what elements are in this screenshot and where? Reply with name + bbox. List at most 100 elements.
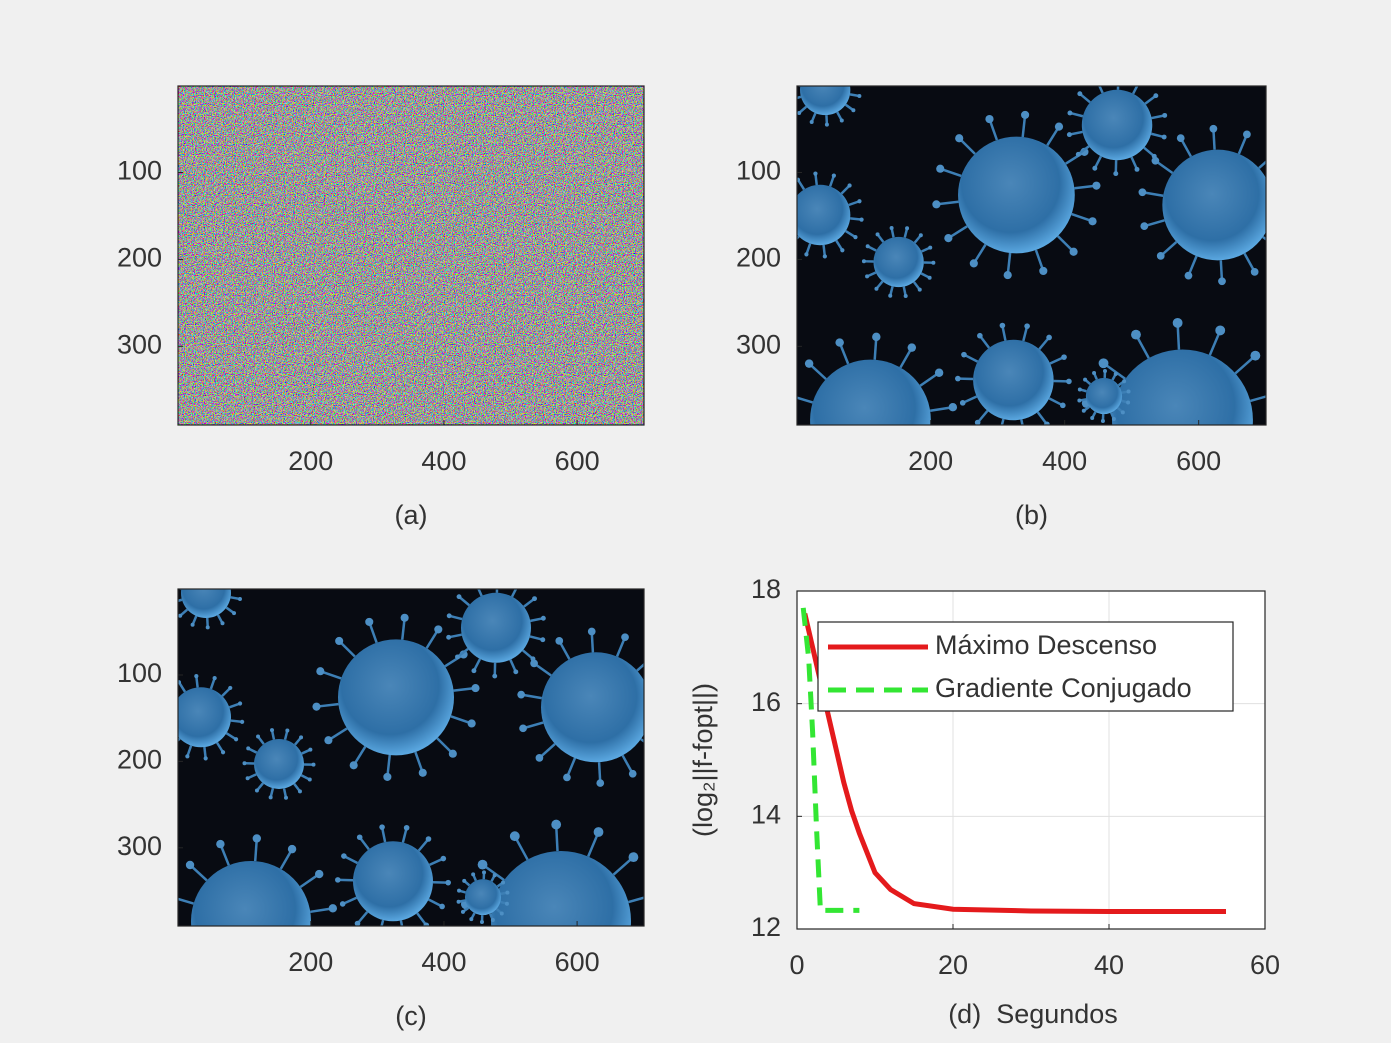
virus-spike-tip bbox=[1243, 130, 1251, 139]
virus-spike-tip bbox=[469, 917, 474, 922]
virus-spike bbox=[1036, 411, 1048, 425]
virus-spike bbox=[920, 272, 930, 279]
virus-spike-tip bbox=[501, 880, 506, 885]
virus-spike-tip bbox=[403, 824, 410, 831]
virus-spike bbox=[1180, 138, 1193, 158]
virus-spike-tip bbox=[1153, 93, 1159, 99]
virus-spike-tip bbox=[1077, 398, 1082, 403]
virus-spike-tip bbox=[853, 235, 858, 240]
y-tick-label: 200 bbox=[117, 745, 162, 775]
virus-spike bbox=[1258, 160, 1266, 170]
virus-spike-tip bbox=[1059, 402, 1066, 409]
virus-spike bbox=[230, 719, 242, 723]
virus-spike-tip bbox=[1122, 379, 1127, 384]
virus-spike bbox=[1001, 326, 1007, 341]
virus-spike-tip bbox=[1172, 317, 1183, 328]
virus-spike-tip bbox=[540, 637, 546, 643]
virus-spike-tip bbox=[851, 108, 856, 113]
virus-spike bbox=[179, 608, 189, 617]
virus-spike-tip bbox=[1113, 171, 1119, 177]
virus-spike bbox=[1135, 335, 1150, 359]
virus-spike-tip bbox=[936, 164, 945, 173]
virus-spike bbox=[343, 896, 358, 905]
virus-spike-tip bbox=[907, 343, 917, 352]
virus-spike-tip bbox=[423, 922, 430, 926]
virus-spike bbox=[195, 676, 199, 688]
virus-spike bbox=[534, 663, 552, 677]
virus-spike bbox=[1237, 135, 1248, 155]
virus-body bbox=[181, 589, 231, 618]
virus-spike-tip bbox=[865, 274, 870, 279]
virus-spike bbox=[977, 410, 989, 423]
virus-spike-tip bbox=[383, 772, 392, 781]
virus-spike-tip bbox=[1021, 110, 1030, 120]
virus-spike bbox=[1143, 146, 1155, 157]
y-tick-label: 100 bbox=[736, 156, 781, 186]
virus-spike bbox=[810, 112, 817, 122]
virus-spike-tip bbox=[457, 888, 462, 893]
virus-spike-tip bbox=[797, 110, 802, 115]
virus-spike bbox=[294, 737, 302, 746]
virus-body bbox=[810, 359, 931, 425]
virus-spike-tip bbox=[471, 668, 477, 674]
virus-spike bbox=[1132, 86, 1139, 95]
virus-spike-tip bbox=[1067, 110, 1073, 116]
virus-spike bbox=[417, 839, 429, 852]
virus-spike bbox=[889, 286, 894, 296]
virus-spike-tip bbox=[314, 869, 324, 879]
virus-spike bbox=[621, 754, 634, 773]
virus-spike bbox=[797, 179, 806, 191]
virus-spike-tip bbox=[1081, 408, 1086, 413]
virus-spike-tip bbox=[857, 199, 862, 204]
virus-spike bbox=[1151, 114, 1164, 120]
virus-spike-tip bbox=[1120, 410, 1125, 415]
virus-spike-tip bbox=[532, 596, 537, 602]
y-tick-label: 100 bbox=[117, 156, 162, 186]
virus-spike bbox=[1070, 112, 1084, 118]
image bbox=[178, 86, 644, 425]
virus-spike-tip bbox=[490, 917, 495, 922]
virus-spike bbox=[555, 826, 559, 852]
virus-spike-tip bbox=[212, 676, 217, 681]
virus-spike-tip bbox=[1134, 166, 1140, 172]
virus-spike bbox=[256, 782, 264, 791]
virus-spike-tip bbox=[509, 831, 520, 842]
y-tick-label: 300 bbox=[117, 329, 162, 359]
virus-spike bbox=[510, 589, 518, 598]
virus-spike-tip bbox=[268, 795, 273, 800]
virus-spike bbox=[230, 596, 240, 601]
virus-spike bbox=[867, 245, 877, 252]
virus-spike bbox=[282, 788, 288, 798]
virus-body bbox=[541, 652, 644, 763]
virus-spike bbox=[899, 348, 912, 369]
y-tick-label: 300 bbox=[736, 329, 781, 359]
virus-spike-tip bbox=[194, 674, 199, 679]
virus-body bbox=[797, 184, 851, 246]
virus-body bbox=[973, 339, 1054, 421]
y-tick-label: 16 bbox=[751, 687, 781, 717]
virus-spike-tip bbox=[1075, 151, 1081, 157]
virus-spike-tip bbox=[1092, 181, 1101, 190]
y-tick-label: 14 bbox=[751, 799, 781, 829]
virus-spike bbox=[453, 687, 474, 692]
virus-spike bbox=[797, 396, 814, 404]
virus-spike-tip bbox=[1102, 369, 1107, 374]
virus-spike bbox=[979, 335, 991, 349]
virus-spike bbox=[1176, 324, 1181, 350]
virus-spike-tip bbox=[1156, 252, 1165, 260]
virus-spike bbox=[1000, 418, 1005, 425]
virus-body bbox=[1081, 89, 1153, 161]
virus-spike-tip bbox=[220, 621, 225, 626]
virus-spike-tip bbox=[252, 834, 262, 843]
virus-spike-tip bbox=[365, 617, 374, 626]
virus-spike-tip bbox=[471, 684, 480, 693]
x-tick-label: 0 bbox=[789, 950, 804, 980]
virus-spike-tip bbox=[339, 901, 346, 907]
virus-spike bbox=[1034, 249, 1044, 270]
virus-spike bbox=[1020, 419, 1024, 425]
virus-spike-tip bbox=[185, 860, 195, 870]
virus-spike-tip bbox=[824, 122, 829, 127]
y-tick-label: 200 bbox=[117, 243, 162, 273]
virus-spike bbox=[401, 619, 406, 640]
virus-spike bbox=[357, 911, 369, 924]
